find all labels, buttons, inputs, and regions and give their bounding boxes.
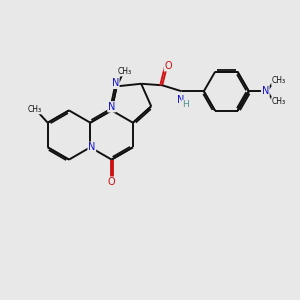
Text: N: N xyxy=(262,86,269,96)
Text: H: H xyxy=(182,100,189,109)
Text: N: N xyxy=(176,95,184,105)
Text: CH₃: CH₃ xyxy=(272,97,286,106)
Text: N: N xyxy=(88,142,95,152)
Text: O: O xyxy=(108,177,116,187)
Text: CH₃: CH₃ xyxy=(27,105,41,114)
Text: O: O xyxy=(164,61,172,71)
Text: CH₃: CH₃ xyxy=(272,76,286,85)
Text: N: N xyxy=(108,102,115,112)
Text: CH₃: CH₃ xyxy=(117,67,131,76)
Text: N: N xyxy=(112,78,119,88)
